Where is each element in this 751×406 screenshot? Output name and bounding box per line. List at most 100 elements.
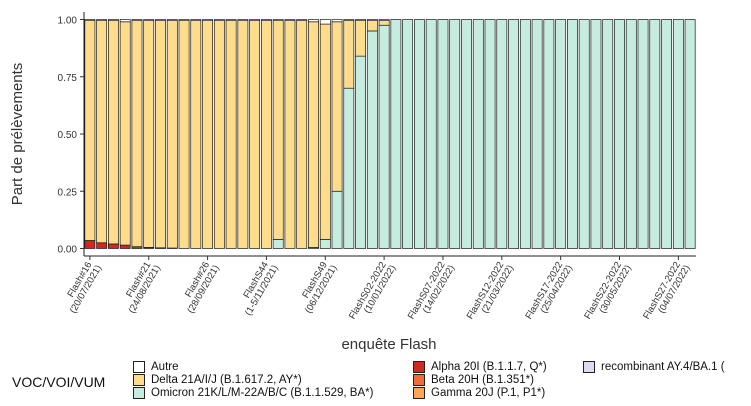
bar-segment-omicron: [520, 20, 530, 249]
bar-segment-delta: [285, 21, 295, 249]
bar-segment-delta: [144, 21, 154, 248]
bar-segment-autre: [356, 20, 366, 21]
bar-segment-omicron: [685, 20, 695, 249]
bar-segment-delta: [191, 21, 201, 249]
x-tick-label-group: FlashS17-2022(25/04/2022): [524, 258, 575, 326]
x-tick-label-group: Flash#21(24/08/2021): [118, 258, 163, 315]
bar-segment-omicron: [273, 239, 283, 248]
bar-segment-alpha: [120, 245, 130, 248]
bar-segment-delta: [297, 21, 307, 249]
x-axis-label: enquête Flash: [341, 336, 436, 353]
bar-segment-autre: [144, 20, 154, 21]
bar-segment-omicron: [391, 20, 401, 249]
bar-segment-delta: [308, 22, 318, 248]
bar-segment-autre: [226, 20, 236, 21]
legend-item-gamma: Gamma 20J (P.1, P1*): [413, 387, 545, 399]
bar-segment-delta: [155, 21, 165, 248]
bar-segment-autre: [308, 20, 318, 22]
y-tick-label: 0.00: [58, 245, 78, 256]
bar-segment-autre: [238, 20, 248, 21]
y-tick-label: 0.25: [58, 187, 78, 198]
bar-segment-omicron: [544, 20, 554, 249]
bar-segment-delta: [356, 21, 366, 57]
bar-segment-autre: [214, 20, 224, 21]
x-tick-label-group: FlashS07-2022(14/02/2022): [406, 258, 457, 326]
y-axis-label: Part de prélèvements: [9, 63, 26, 206]
bar-segment-autre: [320, 20, 330, 25]
legend-title: VOC/VOI/VUM: [12, 374, 105, 390]
legend-item-beta: Beta 20H (B.1.351*): [413, 374, 534, 386]
bar-segment-delta: [214, 21, 224, 249]
bar-segment-autre: [273, 20, 283, 21]
bar-segment-omicron: [438, 20, 448, 249]
legend-item-omicron: Omicron 21K/L/M-22A/B/C (B.1.1.529, BA*): [133, 387, 373, 399]
bar-segment-autre: [191, 20, 201, 21]
bar-segment-delta: [85, 21, 95, 241]
legend-label-delta: Delta 21A/I/J (B.1.617.2, AY*): [151, 374, 302, 386]
legend-label-omicron: Omicron 21K/L/M-22A/B/C (B.1.1.529, BA*): [151, 387, 373, 399]
bar-segment-omicron: [591, 20, 601, 249]
bar-segment-omicron: [403, 20, 413, 249]
bar-segment-omicron: [332, 191, 342, 248]
legend-label-recombinant: recombinant AY.4/BA.1 (: [601, 361, 725, 373]
bars-group: [85, 20, 695, 249]
bar-segment-autre: [132, 20, 142, 21]
bar-segment-omicron: [638, 20, 648, 249]
bar-segment-delta: [273, 21, 283, 240]
bar-segment-omicron: [473, 20, 483, 249]
bar-segment-delta: [238, 21, 248, 249]
legend-swatch-delta: [133, 374, 145, 386]
bar-segment-autre: [203, 20, 213, 21]
legend-label-autre: Autre: [151, 361, 179, 373]
y-tick-label: 0.75: [58, 73, 78, 84]
bar-segment-autre: [167, 20, 177, 21]
x-tick-label-group: FlashS22-2022(30/05/2022): [582, 258, 633, 326]
bar-segment-delta: [203, 21, 213, 249]
x-tick-label-group: Flash#16(20/07/2021): [59, 258, 104, 315]
bar-segment-delta: [226, 21, 236, 249]
bar-segment-omicron: [579, 20, 589, 249]
bar-segment-autre: [120, 20, 130, 22]
bar-segment-omicron: [497, 20, 507, 249]
bar-segment-delta: [261, 21, 271, 249]
bar-segment-omicron: [662, 20, 672, 249]
x-tick-label-group: FlashS12-2022(21/03/2022): [465, 258, 516, 326]
legend-swatch-gamma: [413, 387, 425, 399]
bar-segment-autre: [367, 20, 377, 21]
bar-segment-omicron: [650, 20, 660, 249]
bar-segment-autre: [179, 20, 189, 21]
x-tick-label-group: Flash#26(28/09/2021): [177, 258, 222, 315]
y-tick-label: 0.50: [58, 130, 78, 141]
bar-segment-autre: [297, 20, 307, 21]
bar-segment-autre: [332, 20, 342, 22]
bar-segment-delta: [367, 21, 377, 31]
bar-segment-omicron: [532, 20, 542, 249]
legend-label-alpha: Alpha 20I (B.1.1.7, Q*): [431, 361, 547, 373]
bar-segment-autre: [250, 20, 260, 21]
bar-segment-delta: [379, 21, 389, 26]
bar-segment-omicron: [426, 20, 436, 249]
bar-segment-delta: [250, 21, 260, 249]
bar-segment-omicron: [414, 20, 424, 249]
bar-segment-autre: [108, 20, 118, 21]
bar-segment-delta: [167, 21, 177, 248]
bar-segment-omicron: [509, 20, 519, 249]
bar-segment-omicron: [614, 20, 624, 249]
legend-swatch-autre: [133, 361, 145, 373]
bar-segment-alpha: [108, 244, 118, 249]
legend-swatch-recombinant: [583, 361, 595, 373]
x-tick-label-group: FlashS02-2022(10/01/2022): [347, 258, 398, 326]
x-tick-label-group: FlashS44(1-5/11/2021): [234, 258, 280, 317]
bar-segment-omicron: [603, 20, 613, 249]
legend-item-delta: Delta 21A/I/J (B.1.617.2, AY*): [133, 374, 302, 386]
bar-segment-omicron: [461, 20, 471, 249]
legend-item-alpha: Alpha 20I (B.1.1.7, Q*): [413, 361, 547, 373]
bar-segment-autre: [261, 20, 271, 21]
bar-segment-omicron: [626, 20, 636, 249]
bar-segment-autre: [379, 20, 389, 21]
bar-segment-autre: [85, 20, 95, 21]
bar-segment-autre: [155, 20, 165, 21]
bar-segment-omicron: [320, 239, 330, 248]
bar-segment-delta: [332, 22, 342, 191]
